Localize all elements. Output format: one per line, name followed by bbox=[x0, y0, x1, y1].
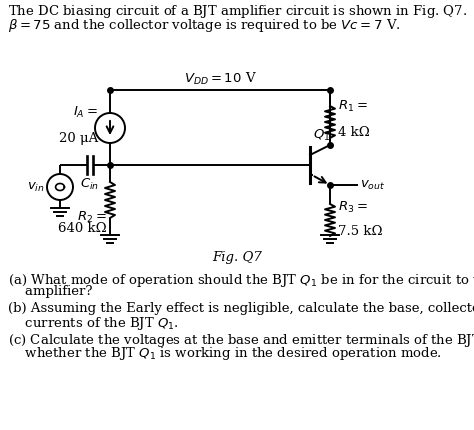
Text: 4 kΩ: 4 kΩ bbox=[338, 126, 370, 139]
Text: $V_{DD} = 10$ V: $V_{DD} = 10$ V bbox=[183, 71, 256, 87]
Text: (c) Calculate the voltages at the base and emitter terminals of the BJT $Q_1$ an: (c) Calculate the voltages at the base a… bbox=[8, 332, 474, 349]
Text: $C_{in}$: $C_{in}$ bbox=[81, 177, 100, 192]
Text: currents of the BJT $Q_1$.: currents of the BJT $Q_1$. bbox=[8, 315, 179, 332]
Text: $I_A =$: $I_A =$ bbox=[73, 105, 98, 120]
Text: $Q_1$: $Q_1$ bbox=[313, 128, 330, 143]
Text: amplifier?: amplifier? bbox=[8, 285, 92, 298]
Text: The DC biasing circuit of a BJT amplifier circuit is shown in Fig. Q7.  The BJT : The DC biasing circuit of a BJT amplifie… bbox=[8, 3, 474, 20]
Text: 20 μA: 20 μA bbox=[59, 132, 98, 145]
Text: $R_1 =$: $R_1 =$ bbox=[338, 99, 368, 114]
Text: Fig. Q7: Fig. Q7 bbox=[212, 252, 262, 264]
Text: $\beta = 75$ and the collector voltage is required to be $Vc = 7$ V.: $\beta = 75$ and the collector voltage i… bbox=[8, 17, 401, 34]
Text: 7.5 kΩ: 7.5 kΩ bbox=[338, 225, 383, 238]
Text: $v_{out}$: $v_{out}$ bbox=[360, 178, 385, 191]
Text: (b) Assuming the Early effect is negligible, calculate the base, collector, and : (b) Assuming the Early effect is negligi… bbox=[8, 302, 474, 315]
Text: 640 kΩ: 640 kΩ bbox=[58, 222, 107, 235]
Text: whether the BJT $Q_1$ is working in the desired operation mode.: whether the BJT $Q_1$ is working in the … bbox=[8, 345, 442, 362]
Text: $v_{in}$: $v_{in}$ bbox=[27, 181, 45, 194]
Text: (a) What mode of operation should the BJT $Q_1$ be in for the circuit to work as: (a) What mode of operation should the BJ… bbox=[8, 272, 474, 289]
Text: $R_2 =$: $R_2 =$ bbox=[77, 210, 107, 225]
Text: $R_3 =$: $R_3 =$ bbox=[338, 200, 368, 215]
